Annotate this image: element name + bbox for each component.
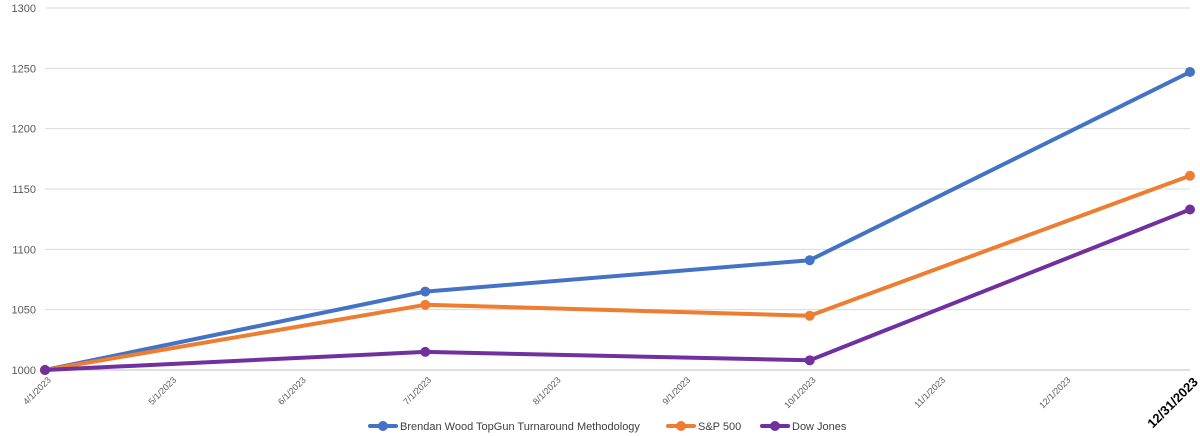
x-tick-label: 4/1/2023 bbox=[21, 375, 53, 407]
legend: Brendan Wood TopGun Turnaround Methodolo… bbox=[368, 421, 847, 433]
legend-label: S&P 500 bbox=[698, 421, 741, 433]
x-tick-label: 8/1/2023 bbox=[531, 375, 563, 407]
y-tick-label: 1100 bbox=[12, 244, 36, 256]
series-group bbox=[40, 66, 1195, 375]
gridlines bbox=[45, 7, 1190, 371]
y-tick-label: 1250 bbox=[12, 63, 36, 75]
legend-label: Dow Jones bbox=[792, 421, 847, 433]
x-tick-label: 9/1/2023 bbox=[660, 375, 692, 407]
x-tick-label: 7/1/2023 bbox=[401, 375, 433, 407]
legend-label: Brendan Wood TopGun Turnaround Methodolo… bbox=[400, 421, 640, 433]
x-tick-label: 10/1/2023 bbox=[782, 375, 817, 410]
x-tick-label: 11/1/2023 bbox=[912, 375, 947, 410]
legend-swatch-marker bbox=[676, 421, 686, 431]
y-tick-label: 1150 bbox=[12, 184, 36, 196]
y-tick-label: 1200 bbox=[12, 124, 36, 136]
data-point bbox=[420, 346, 431, 357]
y-axis: 1000 1050 1100 1150 1200 1250 1300 bbox=[12, 3, 36, 377]
series-line-1 bbox=[43, 70, 1192, 372]
y-tick-label: 1300 bbox=[12, 3, 36, 15]
y-tick-label: 1000 bbox=[12, 365, 36, 377]
series-line-2 bbox=[43, 173, 1192, 372]
data-point bbox=[1185, 170, 1195, 181]
legend-swatch-marker bbox=[770, 421, 780, 431]
x-tick-label: 6/1/2023 bbox=[276, 375, 308, 407]
series-line-3 bbox=[43, 207, 1192, 372]
y-tick-label: 1050 bbox=[12, 305, 36, 317]
x-tick-label: 12/1/2023 bbox=[1037, 375, 1072, 410]
data-point bbox=[1185, 204, 1195, 215]
x-tick-label: 12/31/2023 bbox=[1144, 374, 1200, 431]
data-point bbox=[804, 255, 815, 266]
data-point bbox=[40, 365, 50, 375]
x-tick-label: 5/1/2023 bbox=[146, 375, 178, 407]
data-point bbox=[420, 299, 431, 310]
data-point bbox=[1185, 66, 1195, 77]
data-point bbox=[420, 286, 431, 297]
data-point bbox=[804, 355, 815, 366]
legend-swatch-marker bbox=[378, 421, 388, 431]
data-point bbox=[804, 310, 815, 321]
